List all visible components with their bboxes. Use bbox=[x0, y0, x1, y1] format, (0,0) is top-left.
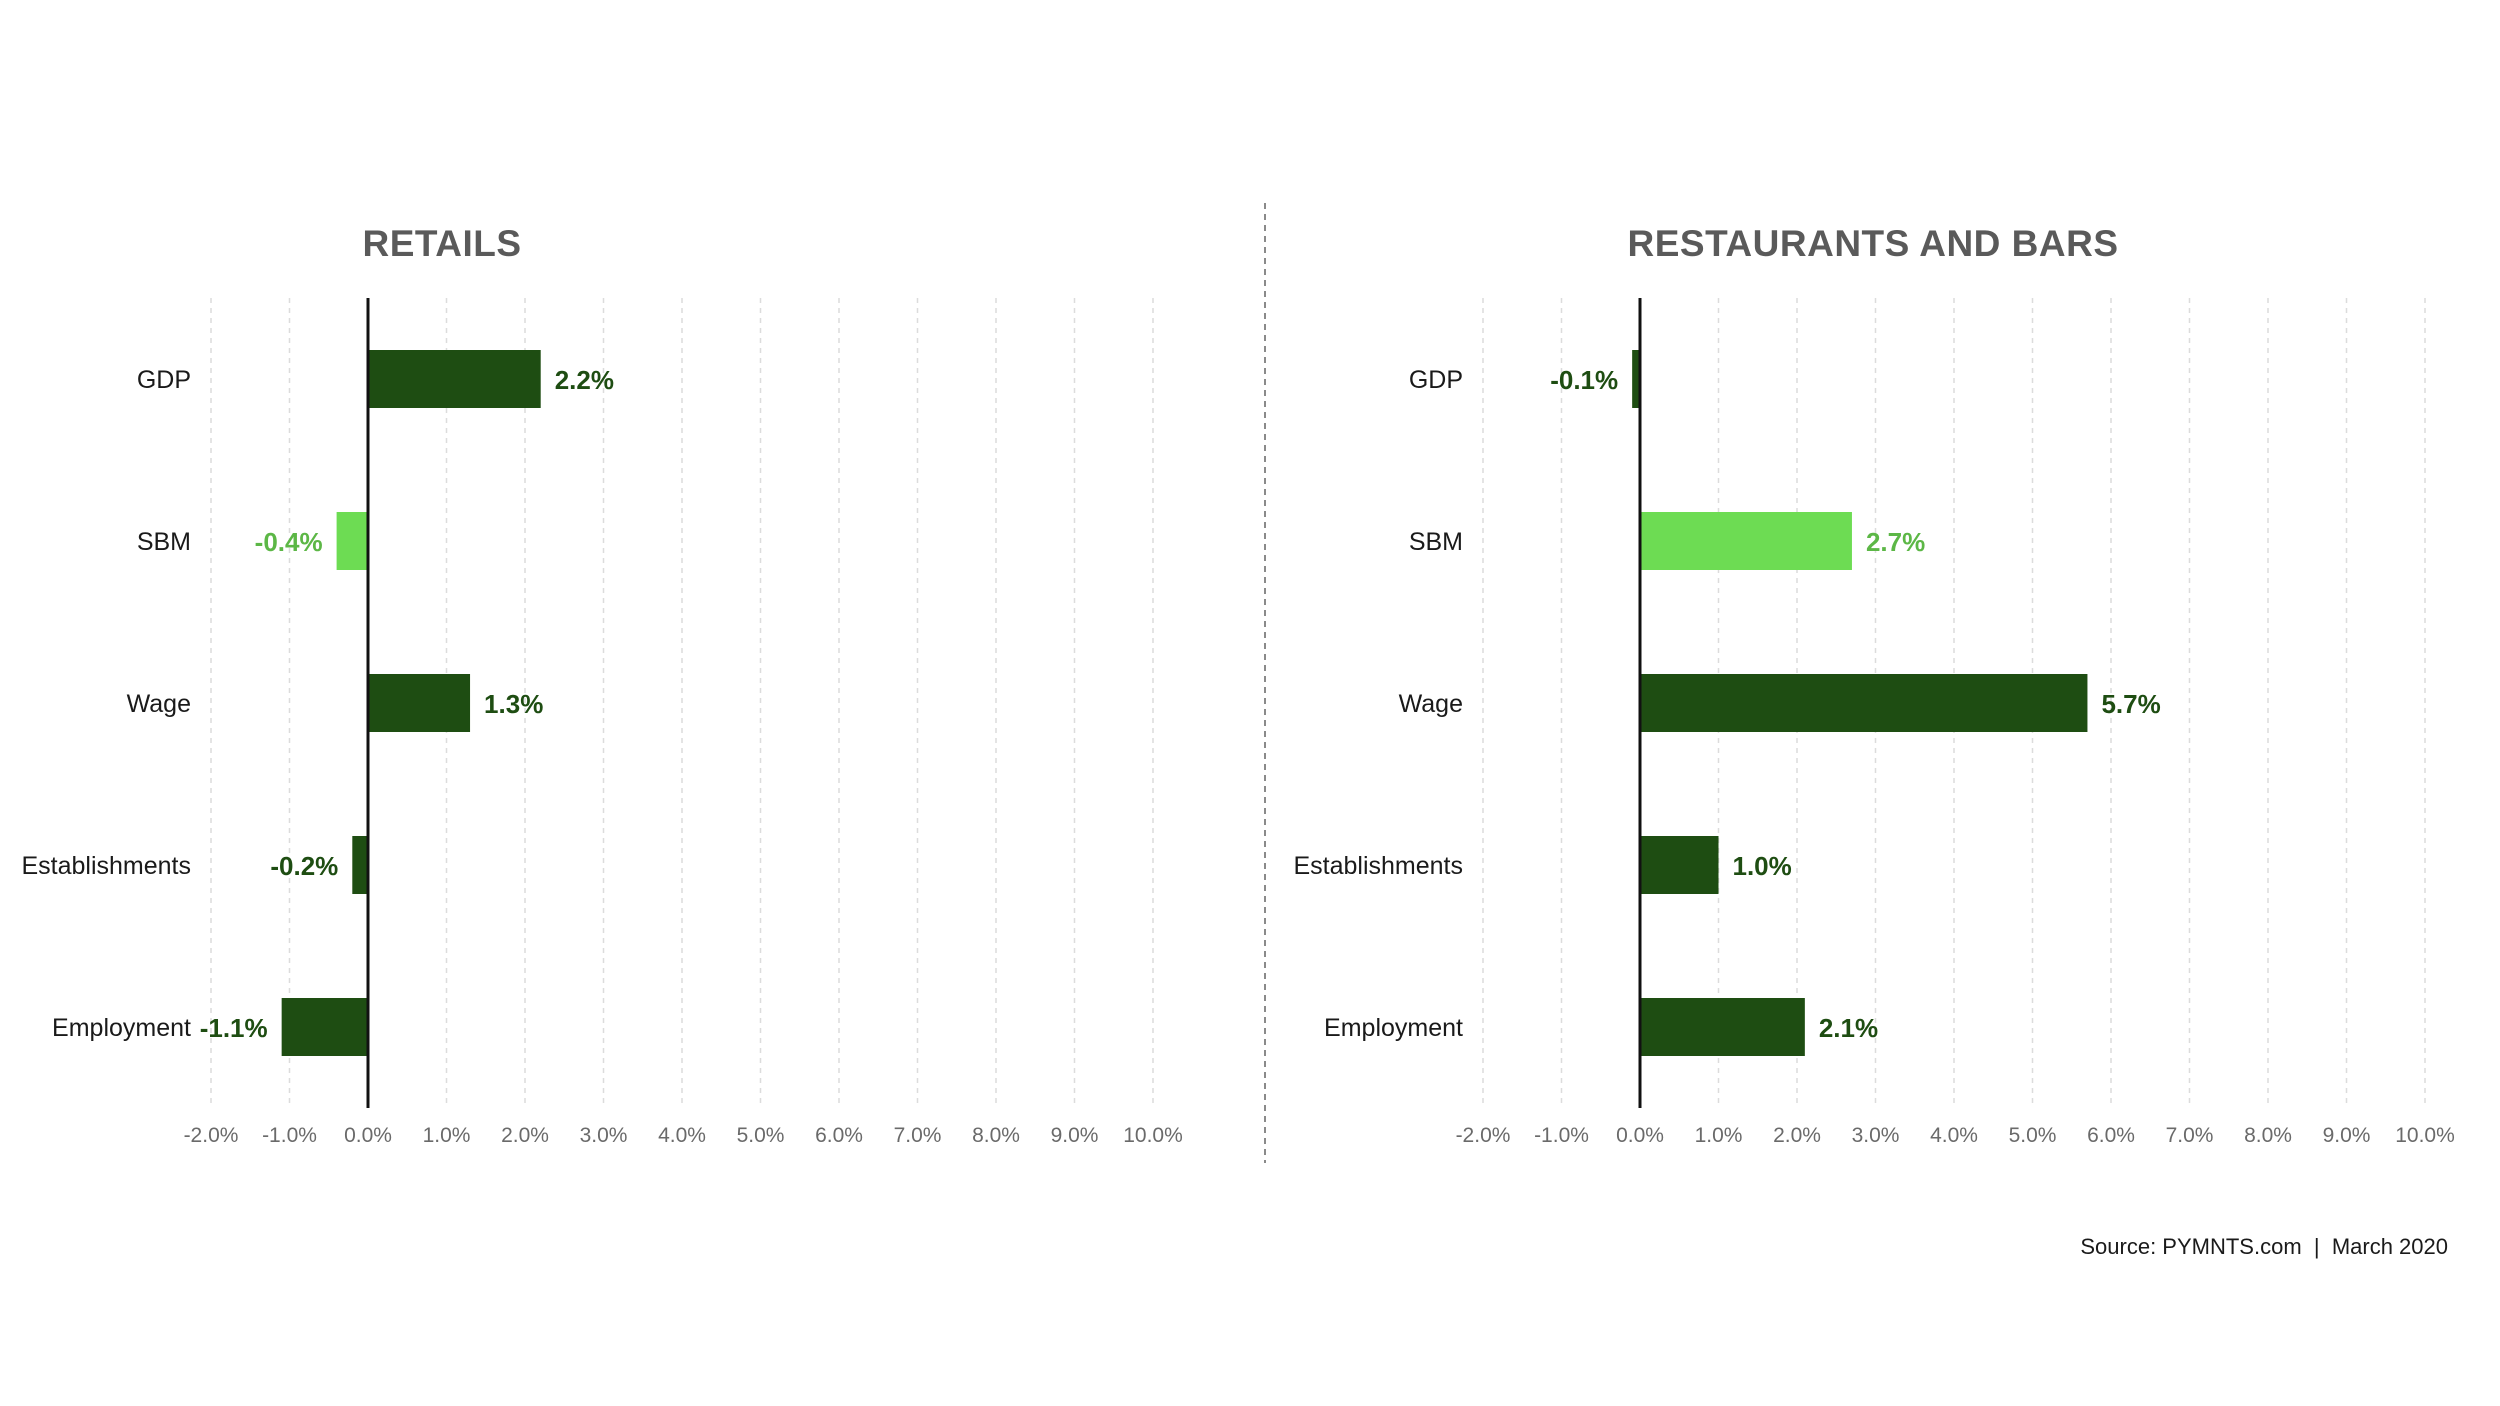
category-label: Wage bbox=[127, 690, 191, 718]
data-label: 2.2% bbox=[555, 365, 614, 395]
category-label: Employment bbox=[52, 1014, 191, 1042]
source-note: Source: PYMNTS.com | March 2020 bbox=[2080, 1234, 2448, 1259]
x-tick-label: 9.0% bbox=[2323, 1124, 2371, 1147]
category-label: Wage bbox=[1399, 690, 1463, 718]
x-tick-label: 3.0% bbox=[580, 1124, 628, 1147]
category-label: GDP bbox=[1409, 366, 1463, 394]
x-tick-label: -1.0% bbox=[1534, 1124, 1589, 1147]
x-tick-label: 8.0% bbox=[972, 1124, 1020, 1147]
x-tick-label: 10.0% bbox=[2395, 1124, 2455, 1147]
category-label: SBM bbox=[1409, 528, 1463, 556]
x-tick-label: 2.0% bbox=[1773, 1124, 1821, 1147]
bar bbox=[281, 998, 368, 1056]
category-label: Establishments bbox=[21, 852, 191, 880]
chart-panel-retails: RETAILS -2.0% -1.0% 0.0% 1.0% 2.0% 3.0% 4.0% 5.0… bbox=[21, 223, 1182, 1147]
x-tick-label: -1.0% bbox=[262, 1124, 317, 1147]
x-tick-label: 3.0% bbox=[1852, 1124, 1900, 1147]
x-tick-label: -2.0% bbox=[184, 1124, 239, 1147]
category-label: SBM bbox=[137, 528, 191, 556]
chart-panel-restaurants: RESTAURANTS AND BARS -2.0% -1.0% 0.0% 1.0% 2.… bbox=[1293, 223, 2454, 1147]
x-tick-label: 7.0% bbox=[2166, 1124, 2214, 1147]
x-tick-label: 4.0% bbox=[1930, 1124, 1978, 1147]
bar bbox=[1640, 512, 1852, 570]
x-tick-label: 6.0% bbox=[2087, 1124, 2135, 1147]
bar bbox=[352, 836, 368, 894]
bar bbox=[1632, 350, 1640, 408]
bar bbox=[1640, 836, 1719, 894]
x-tick-label: 9.0% bbox=[1051, 1124, 1099, 1147]
chart-panels: RETAILS -2.0% -1.0% 0.0% 1.0% 2.0% 3.0% 4.0% 5.0… bbox=[21, 223, 2454, 1147]
x-tick-label: 2.0% bbox=[501, 1124, 549, 1147]
bar bbox=[336, 512, 368, 570]
x-tick-label: 7.0% bbox=[894, 1124, 942, 1147]
data-label: 2.1% bbox=[1819, 1013, 1878, 1043]
x-tick-label: 0.0% bbox=[1616, 1124, 1664, 1147]
x-tick-label: -2.0% bbox=[1456, 1124, 1511, 1147]
bar bbox=[1640, 674, 2088, 732]
x-tick-label: 1.0% bbox=[423, 1124, 471, 1147]
panel-title: RESTAURANTS AND BARS bbox=[1628, 223, 2119, 264]
x-tick-label: 1.0% bbox=[1695, 1124, 1743, 1147]
panel-title: RETAILS bbox=[362, 223, 521, 264]
x-tick-label: 4.0% bbox=[658, 1124, 706, 1147]
category-label: Employment bbox=[1324, 1014, 1463, 1042]
data-label: -0.4% bbox=[255, 527, 323, 557]
data-label: 5.7% bbox=[2101, 689, 2160, 719]
x-tick-label: 6.0% bbox=[815, 1124, 863, 1147]
x-tick-label: 5.0% bbox=[2009, 1124, 2057, 1147]
data-label: -0.1% bbox=[1550, 365, 1618, 395]
x-tick-label: 8.0% bbox=[2244, 1124, 2292, 1147]
data-label: -1.1% bbox=[200, 1013, 268, 1043]
category-label: Establishments bbox=[1293, 852, 1463, 880]
x-tick-label: 5.0% bbox=[737, 1124, 785, 1147]
data-label: 1.3% bbox=[484, 689, 543, 719]
data-label: 1.0% bbox=[1733, 851, 1792, 881]
category-label: GDP bbox=[137, 366, 191, 394]
bar bbox=[368, 350, 541, 408]
bar bbox=[1640, 998, 1805, 1056]
data-label: 2.7% bbox=[1866, 527, 1925, 557]
x-tick-label: 10.0% bbox=[1123, 1124, 1183, 1147]
data-label: -0.2% bbox=[270, 851, 338, 881]
bar bbox=[368, 674, 471, 732]
x-tick-label: 0.0% bbox=[344, 1124, 392, 1147]
